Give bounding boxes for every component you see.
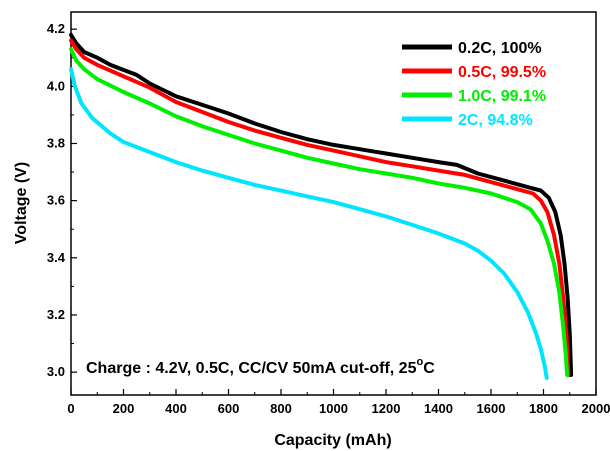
y-tick-label: 4.0: [47, 78, 65, 93]
series-lines: [69, 32, 574, 380]
x-axis-ticks: 0 200 400 600 800 1000 1200 1400 1600 1800 2000: [67, 389, 610, 416]
y-axis-ticks: 3.0 3.2 3.4 3.6 3.8 4.0 4.2: [47, 21, 77, 379]
charge-conditions-annotation: Charge : 4.2V, 0.5C, CC/CV 50mA cut-off,…: [86, 356, 435, 377]
x-tick-label: 1600: [477, 401, 506, 416]
annotation-unit: C: [423, 360, 435, 377]
y-tick-label: 3.8: [47, 135, 65, 150]
degree-symbol: o: [416, 356, 423, 368]
series-line-3: [69, 67, 549, 380]
x-tick-label: 400: [165, 401, 187, 416]
x-tick-label: 600: [218, 401, 240, 416]
series-line-2: [69, 47, 570, 377]
legend-label-0: 0.2C, 100%: [458, 40, 542, 57]
x-tick-label: 1200: [372, 401, 401, 416]
legend-label-3: 2C, 94.8%: [458, 112, 533, 129]
legend-label-2: 1.0C, 99.1%: [458, 88, 546, 105]
y-tick-label: 3.6: [47, 193, 65, 208]
y-tick-label: 4.2: [47, 21, 65, 36]
x-tick-label: 800: [270, 401, 292, 416]
series-line-1: [69, 38, 571, 377]
x-tick-label: 2000: [582, 401, 610, 416]
y-tick-label: 3.4: [47, 250, 66, 265]
legend: 0.2C, 100% 0.5C, 99.5% 1.0C, 99.1% 2C, 94.8…: [402, 40, 546, 129]
y-axis-title: Voltage (V): [13, 162, 30, 244]
x-tick-label: 0: [67, 401, 74, 416]
x-tick-label: 1000: [319, 401, 348, 416]
x-tick-label: 200: [113, 401, 135, 416]
x-axis-title: Capacity (mAh): [274, 432, 391, 449]
legend-label-1: 0.5C, 99.5%: [458, 64, 546, 81]
x-tick-label: 1800: [529, 401, 558, 416]
y-tick-label: 3.0: [47, 364, 65, 379]
x-tick-label: 1400: [424, 401, 453, 416]
series-line-0: [69, 32, 574, 377]
y-tick-label: 3.2: [47, 307, 65, 322]
